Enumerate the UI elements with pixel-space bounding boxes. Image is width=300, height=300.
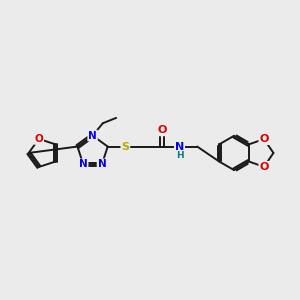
Text: O: O [259, 162, 269, 172]
Text: H: H [176, 151, 183, 160]
Text: N: N [175, 142, 184, 152]
Text: O: O [259, 134, 269, 144]
Text: N: N [88, 130, 97, 141]
Text: O: O [157, 125, 167, 135]
Text: O: O [34, 134, 43, 144]
Text: N: N [79, 159, 88, 169]
Text: S: S [122, 142, 129, 152]
Text: N: N [98, 159, 106, 169]
